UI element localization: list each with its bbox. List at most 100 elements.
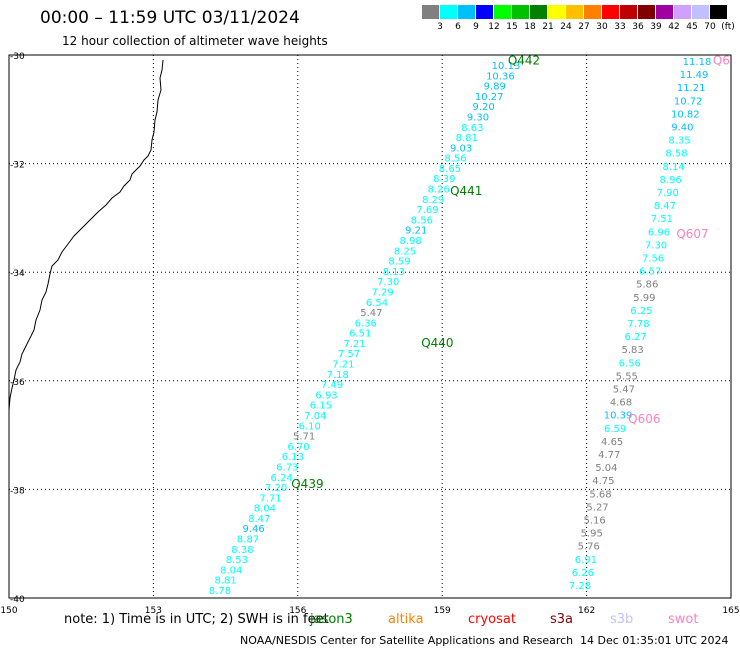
track-b-value: 6.26 — [572, 568, 594, 579]
legend-label: 3 — [437, 22, 443, 32]
lat-tick-label: -32 — [10, 161, 25, 171]
track-b-value: 6.59 — [604, 424, 626, 435]
legend-swatch — [638, 5, 655, 19]
track-label: Q606 — [628, 412, 660, 426]
lat-tick-label: -38 — [10, 486, 25, 496]
track-b-value: 5.68 — [589, 489, 611, 500]
lon-tick-label: 153 — [145, 606, 162, 616]
track-b-value: 9.40 — [671, 123, 693, 134]
legend-swatch — [494, 5, 511, 19]
legend-swatch — [566, 5, 583, 19]
lat-tick-label: -36 — [10, 378, 25, 388]
track-a-value: 7.21 — [332, 360, 354, 371]
track-a-value: 10.36 — [486, 71, 515, 82]
legend-swatch — [512, 5, 529, 19]
track-a-value: 8.39 — [433, 174, 455, 185]
track-b-value: 5.83 — [622, 345, 644, 356]
legend-label: 42 — [668, 22, 680, 32]
axis-ticks: 150 153 156 159 162 165 -30 -32 -34 -36 -38 -40 — [0, 52, 739, 616]
legend-label: 33 — [614, 22, 626, 32]
track-b-value: 11.49 — [680, 70, 709, 81]
track-b-value: 7.51 — [651, 214, 673, 225]
legend-label: 30 — [596, 22, 608, 32]
track-a-value: 7.29 — [371, 287, 393, 298]
track-a-value: 6.51 — [349, 329, 371, 340]
track-b-value: 6.56 — [619, 358, 641, 369]
track-b-value: 8.35 — [668, 136, 690, 147]
lon-tick-label: 156 — [289, 606, 306, 616]
legend-swatch — [530, 5, 547, 19]
track-a-value: 10.13 — [492, 61, 521, 72]
legend-swatch — [656, 5, 673, 19]
track-a-value: 7.71 — [259, 493, 281, 504]
track-b-value: 5.99 — [633, 293, 655, 304]
track-a-value: 8.26 — [428, 185, 450, 196]
legend-swatch — [692, 5, 709, 19]
lon-tick-label: 159 — [434, 606, 451, 616]
coastline — [8, 59, 164, 411]
satellite-legend-item: cryosat — [468, 612, 516, 627]
track-a-value: 6.24 — [271, 473, 293, 484]
timestamp-text: 14 Dec 01:35:01 UTC 2024 — [580, 634, 729, 647]
legend-swatch — [710, 5, 727, 19]
track-a-value: 9.03 — [450, 143, 472, 154]
track-b-value: 6.57 — [639, 267, 661, 278]
legend-swatch — [548, 5, 565, 19]
track-a-value: 8.29 — [422, 195, 444, 206]
track-a-value: 6.36 — [355, 318, 377, 329]
track-b-value: 7.90 — [657, 188, 679, 199]
lat-tick-label: -30 — [10, 52, 25, 62]
satellite-legend-item: swot — [668, 612, 699, 627]
track-a-value: 7.20 — [265, 483, 287, 494]
lon-tick-label: 150 — [0, 606, 17, 616]
track-a-value: 6.54 — [366, 298, 388, 309]
track-a-value: 6.10 — [299, 421, 321, 432]
track-b-value: 4.75 — [592, 476, 614, 487]
legend-swatch — [584, 5, 601, 19]
legend-label: 21 — [542, 22, 554, 32]
track-b-value: 10.72 — [674, 96, 703, 107]
track-b-value: 7.78 — [627, 319, 649, 330]
track-label: Q442 — [508, 53, 540, 67]
track-a-value: 8.04 — [254, 504, 276, 515]
credit-text: NOAA/NESDIS Center for Satellite Applica… — [240, 634, 574, 647]
legend-label: 6 — [455, 22, 461, 32]
track-a-value: 6.93 — [315, 390, 337, 401]
track-a-value: 6.15 — [310, 401, 332, 412]
track-a-value: 10.27 — [475, 92, 504, 103]
track-b-value: 5.27 — [586, 502, 608, 513]
track-a-value: 8.98 — [400, 236, 422, 247]
legend-label: 27 — [578, 22, 590, 32]
legend-swatch — [620, 5, 637, 19]
lat-tick-label: -40 — [10, 595, 25, 605]
legend-label: 18 — [524, 22, 536, 32]
track-b-value: 8.96 — [660, 175, 682, 186]
track-a-value: 8.78 — [209, 586, 231, 597]
track-a-value: 7.49 — [321, 380, 343, 391]
legend-swatch — [602, 5, 619, 19]
track-b-value: 8.47 — [654, 201, 676, 212]
track-b-value: 7.30 — [645, 240, 667, 251]
track-a-value: 8.56 — [411, 215, 433, 226]
track-label: Q440 — [421, 336, 453, 350]
track-b-value: 6.27 — [624, 332, 646, 343]
track-b-value: 5.76 — [578, 542, 600, 553]
legend-label: (ft) — [721, 22, 735, 32]
track-a-value: 5.71 — [293, 432, 315, 443]
track-b-value: 5.86 — [636, 280, 658, 291]
track-a-value: 8.25 — [394, 246, 416, 257]
track-b-value: 10.39 — [604, 411, 633, 422]
track-a-value: 5.47 — [360, 308, 382, 319]
track-a-value: 9.30 — [467, 112, 489, 123]
map-grid — [9, 55, 731, 598]
track-b-value: 6.25 — [630, 306, 652, 317]
legend-label: 39 — [650, 22, 662, 32]
track-b-value: 8.58 — [665, 149, 687, 160]
track-a-value: 7.04 — [304, 411, 326, 422]
track-a-value: 8.81 — [214, 576, 236, 587]
lon-tick-label: 162 — [578, 606, 595, 616]
track-a-value: 6.70 — [287, 442, 309, 453]
page-subtitle: 12 hour collection of altimeter wave hei… — [62, 34, 328, 48]
footnote: note: 1) Time is in UTC; 2) SWH is in fe… — [64, 612, 329, 627]
